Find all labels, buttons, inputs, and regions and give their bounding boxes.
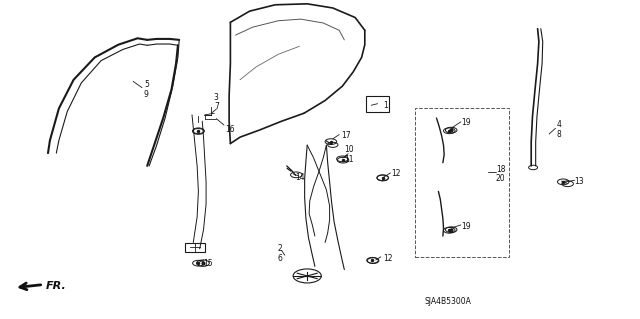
Bar (415, 108, 509, 257)
Text: 1: 1 (383, 101, 387, 110)
Text: 19: 19 (461, 118, 470, 127)
Text: 10
11: 10 11 (344, 145, 355, 164)
Text: 15: 15 (203, 259, 213, 268)
Text: 4
8: 4 8 (557, 120, 562, 138)
Text: 2
6: 2 6 (278, 244, 283, 263)
Text: SJA4B5300A: SJA4B5300A (424, 297, 472, 306)
Text: 3
7: 3 7 (214, 93, 219, 111)
Text: FR.: FR. (46, 280, 67, 291)
Text: 5
9: 5 9 (144, 80, 149, 99)
Text: 18
20: 18 20 (496, 165, 506, 183)
Text: 14: 14 (294, 173, 305, 182)
Text: 13: 13 (574, 177, 584, 186)
Text: 12: 12 (392, 169, 401, 178)
Bar (185, 243, 205, 252)
Bar (366, 96, 389, 112)
Text: 12: 12 (383, 254, 392, 263)
Text: 16: 16 (225, 125, 235, 134)
Text: 19: 19 (461, 222, 470, 231)
Text: 17: 17 (341, 131, 351, 140)
